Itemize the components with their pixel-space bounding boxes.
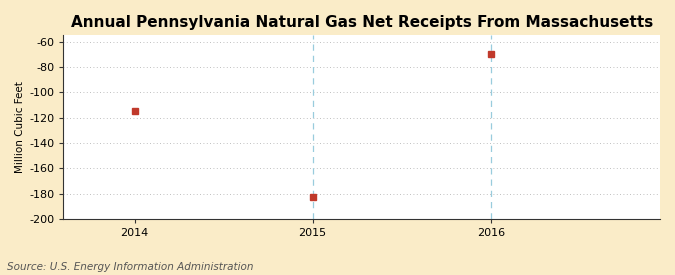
Text: Source: U.S. Energy Information Administration: Source: U.S. Energy Information Administ… bbox=[7, 262, 253, 272]
Title: Annual Pennsylvania Natural Gas Net Receipts From Massachusetts: Annual Pennsylvania Natural Gas Net Rece… bbox=[70, 15, 653, 30]
Y-axis label: Million Cubic Feet: Million Cubic Feet bbox=[15, 81, 25, 173]
